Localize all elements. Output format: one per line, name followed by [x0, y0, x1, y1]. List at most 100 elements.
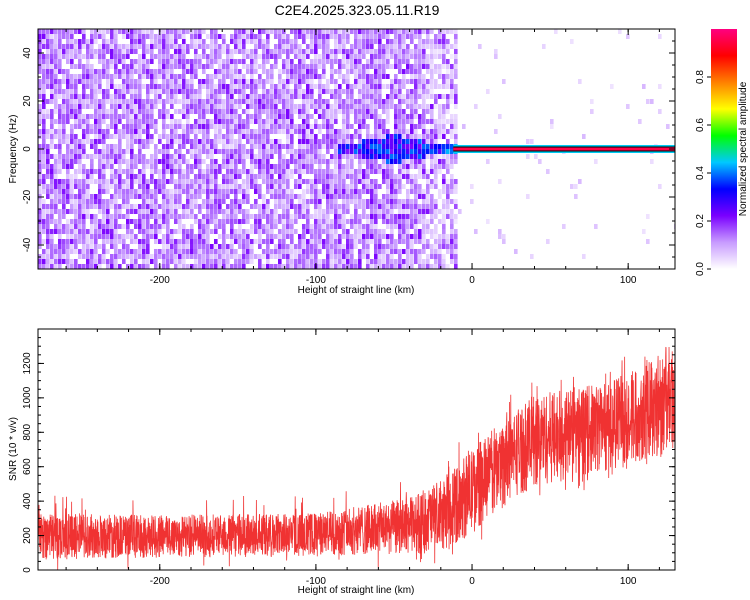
- spectrogram-cell: [94, 29, 98, 34]
- spectrogram-cell: [246, 249, 250, 254]
- spectrogram-cell: [194, 39, 198, 44]
- spectrogram-cell: [438, 69, 442, 74]
- spectrogram-cell: [78, 159, 82, 164]
- spectrogram-cell: [262, 164, 266, 169]
- spectrogram-cell: [118, 94, 122, 99]
- spectrogram-cell: [366, 94, 370, 99]
- spectrogram-cell: [282, 214, 286, 219]
- spectrogram-cell: [66, 34, 70, 39]
- spectrogram-cell: [134, 69, 138, 74]
- spectrogram-cell: [398, 49, 402, 54]
- spectrogram-cell: [98, 84, 102, 89]
- spectrogram-cell: [246, 139, 250, 144]
- spectrogram-cell: [194, 89, 198, 94]
- spectrogram-cell: [78, 169, 82, 174]
- spectrogram-cell: [422, 119, 426, 124]
- spectrogram-cell: [318, 54, 322, 59]
- spectrogram-cell: [66, 189, 70, 194]
- spectrogram-cell: [54, 159, 58, 164]
- spectrogram-cell: [234, 29, 238, 34]
- spectrogram-cell: [338, 34, 342, 39]
- spectrogram-cell: [146, 264, 150, 269]
- spectrogram-cell: [230, 264, 234, 269]
- spectrogram-cell: [334, 119, 338, 124]
- spectrogram-cell: [66, 29, 70, 34]
- spectrogram-cell: [246, 149, 250, 154]
- spectrogram-cell: [158, 44, 162, 49]
- spectrogram-cell: [394, 79, 398, 84]
- spectrogram-cell: [138, 79, 142, 84]
- spectrogram-cell: [394, 74, 398, 79]
- spectrogram-cell: [334, 189, 338, 194]
- spectrogram-cell: [162, 79, 166, 84]
- spectrogram-cell: [202, 134, 206, 139]
- spectrogram-cell: [238, 154, 242, 159]
- spectrogram-cell: [342, 219, 346, 224]
- spectrogram-cell: [198, 264, 202, 269]
- spectrogram-cell: [430, 64, 434, 69]
- spectrogram-cell: [210, 79, 214, 84]
- spectrogram-cell: [442, 84, 446, 89]
- spectrogram-cell: [342, 209, 346, 214]
- spectrogram-cell: [146, 209, 150, 214]
- spectrogram-cell: [426, 259, 430, 264]
- spectrogram-cell: [310, 64, 314, 69]
- spectrogram-cell: [230, 119, 234, 124]
- spectrogram-cell: [182, 224, 186, 229]
- spectrogram-cell: [366, 39, 370, 44]
- spectrogram-cell: [98, 209, 102, 214]
- spectrogram-cell: [242, 214, 246, 219]
- spectrogram-cell: [250, 114, 254, 119]
- spectrogram-cell: [138, 194, 142, 199]
- spectrogram-cell: [186, 204, 190, 209]
- spectrogram-cell: [118, 59, 122, 64]
- spectrogram-cell: [58, 34, 62, 39]
- spectrogram-cell: [346, 114, 350, 119]
- spectrogram-cell: [66, 134, 70, 139]
- spectrogram-cell: [454, 214, 458, 219]
- spectrogram-cell: [106, 29, 110, 34]
- spectrogram-cell: [450, 239, 454, 244]
- spectrogram-cell: [294, 89, 298, 94]
- spectrogram-cell: [434, 94, 438, 99]
- spectrogram-cell: [126, 74, 130, 79]
- spectrogram-cell: [86, 209, 90, 214]
- spectrogram-cell: [250, 239, 254, 244]
- spectrogram-cell: [126, 169, 130, 174]
- spectrogram-cell: [246, 109, 250, 114]
- spectrogram-cell: [302, 214, 306, 219]
- spectrogram-cell: [146, 249, 150, 254]
- spectrogram-cell: [106, 179, 110, 184]
- spectrogram-cell: [170, 234, 174, 239]
- spectrogram-cell: [246, 64, 250, 69]
- spectrogram-cell: [178, 259, 182, 264]
- spectrogram-cell: [174, 29, 178, 34]
- spectrogram-cell: [350, 124, 354, 129]
- spectrogram-cell: [122, 99, 126, 104]
- spectrogram-cell: [314, 124, 318, 129]
- spectrogram-cell: [58, 119, 62, 124]
- spectrogram-cell: [254, 129, 258, 134]
- spectrogram-cell: [202, 224, 206, 229]
- spectrogram-cell: [278, 49, 282, 54]
- spectrogram-cell: [326, 209, 330, 214]
- spectrogram-cell: [170, 59, 174, 64]
- spectrogram-cell: [450, 159, 454, 164]
- spectrogram-cell: [154, 194, 158, 199]
- spectrogram-cell: [42, 249, 46, 254]
- spectrogram-cell: [454, 219, 458, 224]
- spectrogram-cell: [186, 94, 190, 99]
- spectrogram-cell: [50, 234, 54, 239]
- spectrogram-cell: [434, 49, 438, 54]
- spectrogram-cell: [366, 254, 370, 259]
- spectrogram-cell: [334, 239, 338, 244]
- spectrogram-cell: [386, 239, 390, 244]
- spectrogram-cell: [198, 164, 202, 169]
- spectrogram-cell: [110, 99, 114, 104]
- spectrogram-cell: [262, 194, 266, 199]
- spectrogram-cell: [110, 234, 114, 239]
- spectrogram-cell: [82, 154, 86, 159]
- spectrogram-cell: [338, 239, 342, 244]
- spectrogram-cell: [166, 149, 170, 154]
- spectrogram-cell: [58, 189, 62, 194]
